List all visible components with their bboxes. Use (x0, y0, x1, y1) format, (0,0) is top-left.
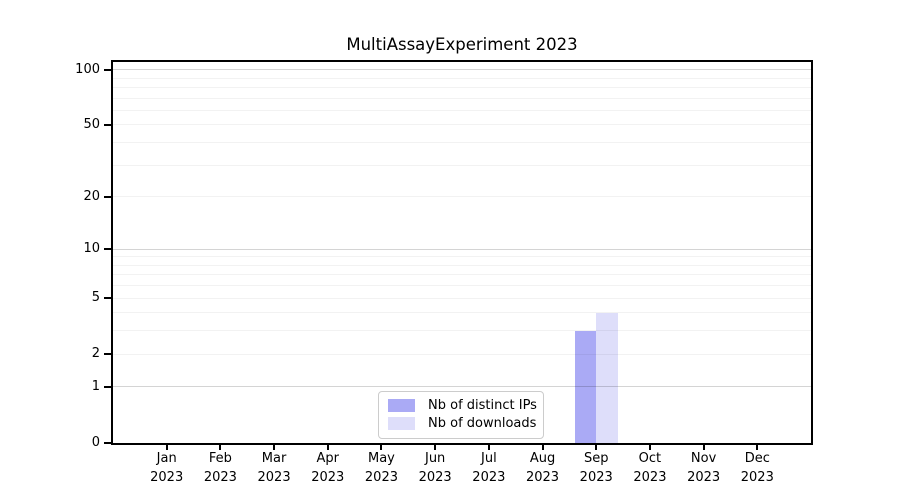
gridline-major (113, 69, 811, 71)
x-tick-month: May (368, 451, 395, 466)
x-tick-year: 2023 (579, 469, 613, 485)
legend-item-downloads: Nb of downloads (388, 415, 537, 434)
x-tick-year: 2023 (740, 469, 774, 485)
x-tick-month: Aug (529, 451, 556, 466)
gridline-major (113, 386, 811, 388)
gridline-minor (113, 142, 811, 144)
bars (113, 62, 811, 443)
y-tick-label: 10 (83, 241, 100, 256)
chart-title: MultiAssayExperiment 2023 (346, 35, 578, 54)
y-tick (104, 297, 111, 300)
x-tick-year: 2023 (150, 469, 184, 485)
x-tick-year: 2023 (525, 469, 560, 485)
gridline-minor (113, 312, 811, 314)
y-tick (104, 195, 111, 198)
plot-area: Nb of distinct IPs Nb of downloads (111, 60, 813, 445)
gridline-minor (113, 285, 811, 287)
x-tick-label: Oct 2023 (623, 450, 677, 487)
legend-swatch-distinct-ips (388, 398, 415, 412)
gridline-minor (113, 256, 811, 258)
gridline-minor (113, 196, 811, 198)
y-tick (104, 353, 111, 356)
y-tick-label: 100 (75, 61, 100, 77)
x-tick-month: Nov (690, 451, 717, 466)
gridline-minor (113, 109, 811, 111)
legend-item-distinct-ips: Nb of distinct IPs (388, 396, 537, 415)
y-tick-label: 1 (91, 378, 100, 394)
x-tick-label: Apr 2023 (301, 450, 355, 487)
x-tick-label: Dec 2023 (730, 450, 784, 487)
x-tick-month: Oct (638, 451, 662, 466)
y-tick-label: 50 (83, 116, 100, 132)
x-tick-label: Jul 2023 (462, 450, 516, 487)
x-tick-label: Mar 2023 (247, 450, 301, 487)
x-tick-month: Dec (744, 451, 770, 466)
gridline-minor (113, 330, 811, 332)
x-tick-month: Sep (583, 451, 609, 466)
gridline-minor (113, 264, 811, 266)
gridline-major (113, 248, 811, 250)
x-tick-year: 2023 (633, 469, 667, 485)
x-tick-label: Sep 2023 (569, 450, 623, 487)
y-tick-label: 5 (91, 290, 100, 306)
x-tick-year: 2023 (257, 469, 291, 485)
legend-swatch-downloads (388, 417, 415, 431)
gridline-minor (113, 297, 811, 299)
gridline-minor (113, 274, 811, 276)
y-tick-label: 0 (91, 435, 100, 450)
y-tick (104, 442, 111, 444)
x-tick-year: 2023 (472, 469, 506, 485)
x-tick-label: Jun 2023 (408, 450, 462, 487)
x-tick-year: 2023 (364, 469, 398, 485)
gridline-minor (113, 77, 811, 79)
gridline-minor (113, 164, 811, 166)
x-tick-month: Jul (481, 451, 497, 466)
gridline-minor (113, 353, 811, 355)
bar-nb-of-downloads (596, 312, 618, 443)
gridline-minor (113, 86, 811, 88)
y-tick-label: 2 (91, 346, 100, 362)
y-tick-label: 20 (83, 188, 100, 204)
y-tick (104, 385, 111, 388)
x-tick-year: 2023 (203, 469, 237, 485)
gridline-minor (113, 97, 811, 99)
x-tick-month: Jun (424, 451, 446, 466)
x-tick-month: Mar (261, 451, 287, 466)
x-tick-month: Jan (156, 451, 177, 466)
x-tick-label: Jan 2023 (140, 450, 194, 487)
x-tick-label: Nov 2023 (677, 450, 731, 487)
x-tick-year: 2023 (687, 469, 721, 485)
legend-label-downloads: Nb of downloads (428, 416, 537, 432)
x-tick-month: Feb (208, 451, 232, 466)
x-tick-month: Apr (316, 451, 340, 466)
x-tick-year: 2023 (311, 469, 345, 485)
x-tick-year: 2023 (418, 469, 452, 485)
x-tick-label: May 2023 (354, 450, 408, 487)
gridlines (113, 62, 811, 443)
y-tick (104, 68, 111, 71)
bar-nb-of-distinct-ips (574, 330, 597, 443)
y-tick (104, 248, 111, 250)
x-tick-label: Aug 2023 (516, 450, 570, 487)
gridline-minor (113, 124, 811, 126)
legend: Nb of distinct IPs Nb of downloads (378, 391, 544, 439)
legend-label-distinct-ips: Nb of distinct IPs (428, 397, 537, 413)
y-tick (104, 123, 111, 126)
x-tick-label: Feb 2023 (193, 450, 247, 487)
